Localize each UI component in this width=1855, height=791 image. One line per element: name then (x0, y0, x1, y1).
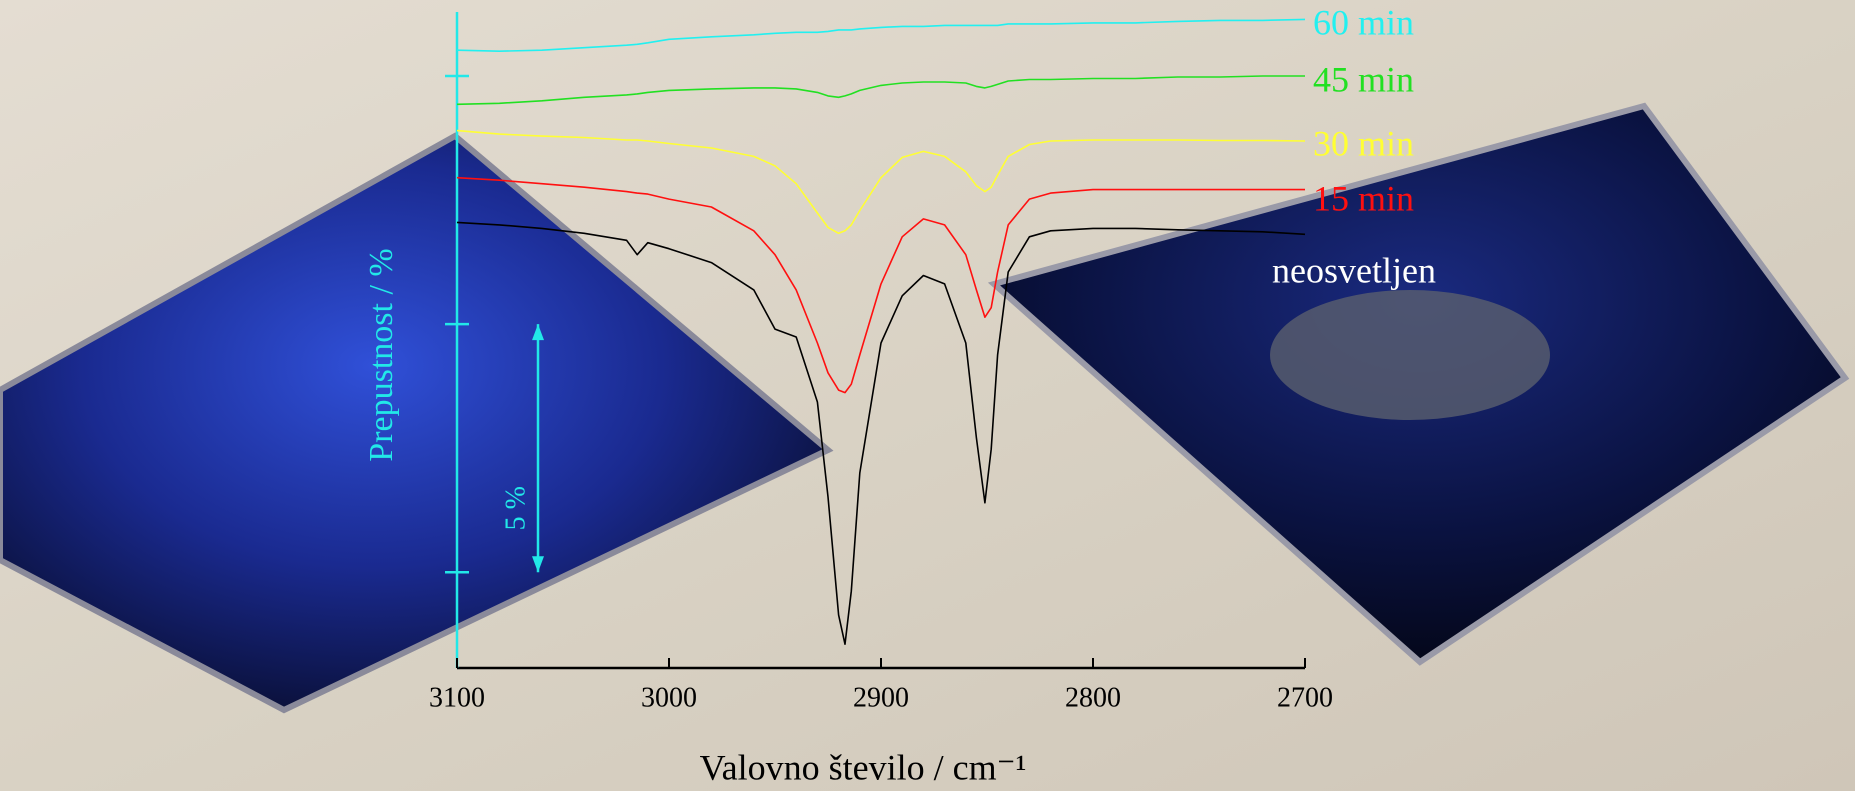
page: Valovno število / cm⁻¹ Prepustnost / % 3… (0, 0, 1855, 791)
series-label: neosvetljen (1272, 250, 1436, 290)
x-tick-label: 3100 (429, 682, 485, 713)
chart: Valovno število / cm⁻¹ Prepustnost / % 3… (0, 0, 1855, 791)
wafer-spot (1270, 290, 1550, 420)
series-label: 15 min (1313, 178, 1414, 218)
x-tick-label: 2700 (1277, 682, 1333, 713)
x-tick-label: 2900 (853, 682, 909, 713)
y-axis-label: Prepustnost / % (363, 248, 400, 461)
x-tick-label: 2800 (1065, 682, 1121, 713)
scale-bar-label: 5 % (500, 486, 531, 530)
x-axis-label: Valovno število / cm⁻¹ (700, 747, 1027, 787)
series-label: 45 min (1313, 59, 1414, 99)
series-label: 30 min (1313, 123, 1414, 163)
x-tick-label: 3000 (641, 682, 697, 713)
series-label: 60 min (1313, 2, 1414, 42)
